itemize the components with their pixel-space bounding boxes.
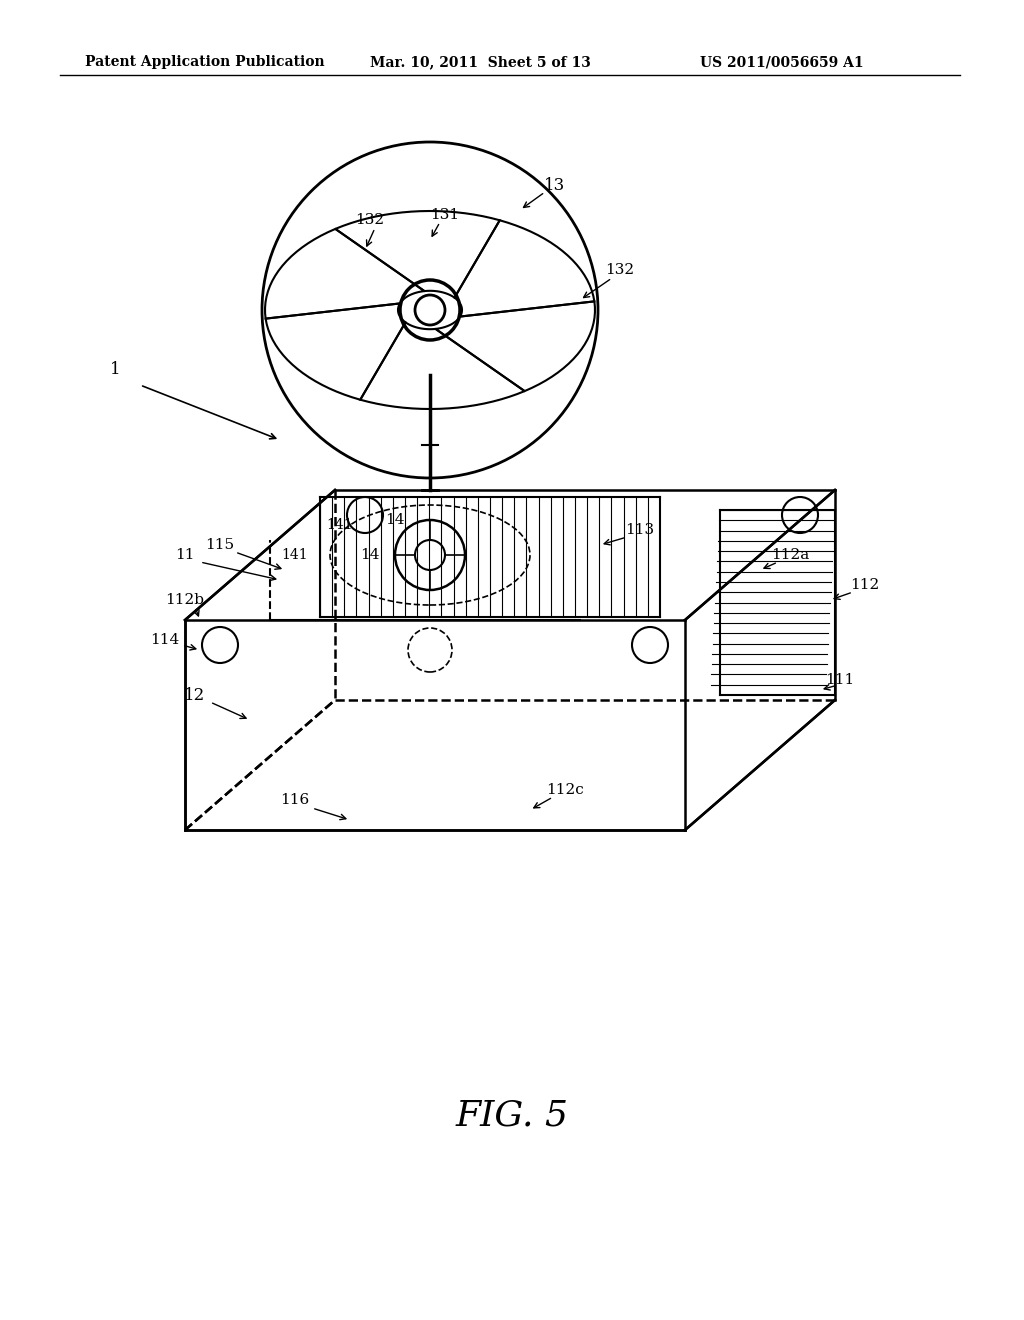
Text: 112c: 112c xyxy=(546,783,584,797)
Text: 113: 113 xyxy=(626,523,654,537)
Text: 131: 131 xyxy=(430,209,460,222)
Text: 1: 1 xyxy=(110,362,120,379)
Text: 141: 141 xyxy=(282,548,308,562)
Text: Mar. 10, 2011  Sheet 5 of 13: Mar. 10, 2011 Sheet 5 of 13 xyxy=(370,55,591,69)
Text: 111: 111 xyxy=(825,673,855,686)
Text: 112b: 112b xyxy=(165,593,204,607)
Text: 115: 115 xyxy=(206,539,234,552)
Text: 11: 11 xyxy=(175,548,195,562)
Text: Patent Application Publication: Patent Application Publication xyxy=(85,55,325,69)
Text: 116: 116 xyxy=(281,793,309,807)
Text: 12: 12 xyxy=(184,686,206,704)
Text: 112: 112 xyxy=(850,578,880,591)
Text: FIG. 5: FIG. 5 xyxy=(456,1098,568,1133)
Text: 132: 132 xyxy=(605,263,635,277)
Text: US 2011/0056659 A1: US 2011/0056659 A1 xyxy=(700,55,863,69)
Text: 112a: 112a xyxy=(771,548,809,562)
Text: 132: 132 xyxy=(355,213,385,227)
Text: 13: 13 xyxy=(545,177,565,194)
Text: 14: 14 xyxy=(385,513,404,527)
Text: 114: 114 xyxy=(151,634,179,647)
Text: 14: 14 xyxy=(360,548,380,562)
Text: 141: 141 xyxy=(327,517,353,532)
